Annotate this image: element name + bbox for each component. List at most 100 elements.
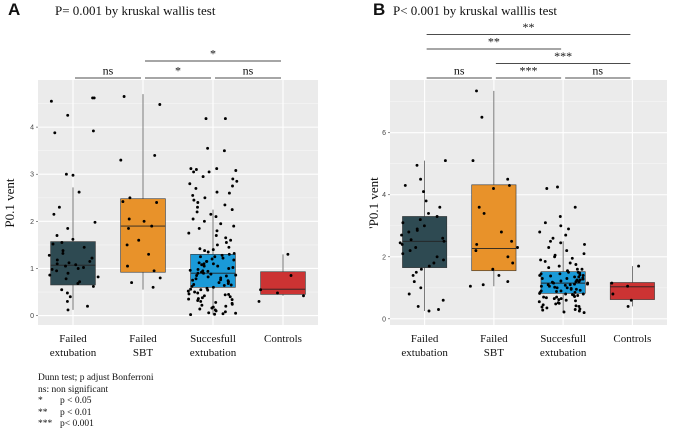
data-point bbox=[418, 218, 422, 222]
legend-text: p< 0.001 bbox=[60, 419, 94, 430]
data-point bbox=[230, 298, 234, 302]
data-point bbox=[539, 284, 543, 288]
data-point bbox=[48, 273, 52, 277]
data-point bbox=[142, 219, 146, 223]
data-point bbox=[92, 96, 96, 100]
data-point bbox=[204, 117, 208, 121]
data-point bbox=[540, 277, 544, 280]
data-point bbox=[55, 234, 59, 237]
data-point bbox=[438, 205, 442, 209]
data-point bbox=[554, 302, 558, 306]
data-point bbox=[544, 296, 548, 300]
data-point bbox=[64, 172, 68, 176]
data-point bbox=[215, 243, 219, 247]
x-tick-label: SBT bbox=[484, 347, 504, 359]
data-point bbox=[629, 298, 633, 302]
data-point bbox=[564, 298, 568, 302]
data-point bbox=[559, 241, 563, 245]
data-point bbox=[400, 242, 404, 246]
data-point bbox=[66, 226, 70, 230]
data-point bbox=[556, 185, 559, 189]
data-point bbox=[88, 259, 92, 263]
data-point bbox=[71, 237, 75, 241]
data-point bbox=[569, 287, 573, 291]
data-point bbox=[538, 273, 542, 277]
data-point bbox=[583, 242, 586, 246]
data-point bbox=[125, 243, 129, 247]
data-point bbox=[232, 258, 236, 262]
data-point bbox=[540, 305, 544, 309]
legend-text: p < 0.01 bbox=[60, 407, 92, 418]
data-point bbox=[407, 230, 411, 234]
data-point bbox=[555, 286, 559, 290]
data-point bbox=[224, 304, 228, 308]
data-point bbox=[82, 266, 85, 269]
data-point bbox=[506, 177, 510, 181]
data-point bbox=[65, 291, 69, 295]
panel-b: B P< 0.001 by kruskal walllis test 0 2 4 6 'P0… bbox=[366, 0, 667, 359]
data-point bbox=[401, 252, 405, 256]
data-point bbox=[626, 304, 630, 308]
x-tick-label: Failed bbox=[411, 333, 439, 345]
data-point bbox=[128, 196, 132, 200]
data-point bbox=[552, 281, 555, 285]
data-point bbox=[127, 226, 130, 230]
data-point bbox=[581, 277, 585, 281]
data-point bbox=[442, 258, 445, 262]
data-point bbox=[130, 281, 134, 285]
data-point bbox=[475, 89, 478, 93]
data-point bbox=[611, 292, 615, 296]
x-tick-label: extubation bbox=[401, 347, 448, 359]
data-point bbox=[52, 212, 56, 216]
significance-label: ** bbox=[488, 35, 500, 49]
data-point bbox=[581, 273, 585, 277]
data-point bbox=[234, 311, 238, 315]
data-point bbox=[188, 182, 192, 186]
data-point bbox=[492, 187, 495, 190]
data-point bbox=[435, 255, 439, 259]
data-point bbox=[542, 295, 546, 299]
data-point bbox=[64, 277, 68, 281]
data-point bbox=[558, 272, 562, 276]
data-point bbox=[194, 277, 198, 281]
data-point bbox=[570, 256, 574, 260]
data-point bbox=[209, 272, 213, 276]
data-point bbox=[65, 299, 69, 303]
data-point bbox=[419, 267, 423, 271]
data-point bbox=[580, 267, 584, 271]
data-point bbox=[202, 264, 206, 268]
data-point bbox=[189, 167, 193, 171]
data-point bbox=[192, 283, 196, 286]
data-point bbox=[557, 301, 561, 305]
data-point bbox=[153, 153, 157, 157]
data-point bbox=[506, 255, 510, 259]
data-point bbox=[538, 290, 542, 294]
data-point bbox=[567, 227, 570, 231]
data-point bbox=[575, 267, 579, 271]
data-point bbox=[189, 287, 193, 291]
data-point bbox=[90, 256, 94, 260]
data-point bbox=[121, 200, 125, 204]
data-point bbox=[213, 312, 217, 316]
data-point bbox=[195, 274, 199, 277]
data-point bbox=[565, 277, 569, 280]
y-tick-label: 4 bbox=[30, 125, 34, 132]
data-point bbox=[415, 228, 419, 232]
data-point bbox=[201, 175, 205, 179]
data-point bbox=[227, 267, 231, 270]
y-tick-label: 6 bbox=[382, 130, 386, 137]
data-point bbox=[419, 177, 423, 181]
significance-label: *** bbox=[554, 49, 572, 63]
data-point bbox=[215, 190, 219, 194]
data-point bbox=[227, 252, 231, 256]
data-point bbox=[549, 239, 552, 243]
data-point bbox=[572, 294, 576, 297]
box bbox=[120, 198, 166, 273]
data-point bbox=[219, 222, 223, 226]
data-point bbox=[71, 173, 75, 177]
data-point bbox=[577, 280, 581, 284]
data-point bbox=[574, 299, 577, 303]
data-point bbox=[516, 246, 519, 249]
data-point bbox=[190, 284, 194, 288]
